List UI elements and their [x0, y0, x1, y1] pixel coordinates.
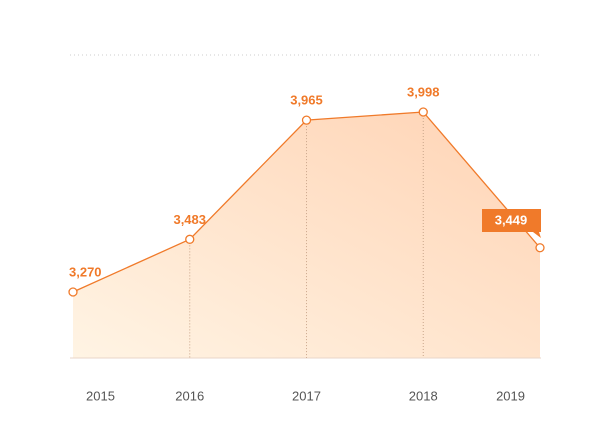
x-tick-label: 2017: [292, 388, 321, 403]
value-tag: [482, 209, 541, 238]
x-tick-label: 2019: [496, 388, 525, 403]
point: [301, 115, 312, 125]
x-tick-label: 2018: [409, 388, 438, 403]
value-label: 3,483: [173, 212, 206, 227]
point: [185, 234, 195, 244]
point: [535, 243, 545, 253]
x-tick-label: 2016: [175, 388, 204, 403]
value-label: 3,998: [407, 84, 440, 99]
value-label: 3,965: [290, 93, 323, 108]
point: [68, 287, 78, 297]
x-tick-label: 2015: [86, 388, 115, 403]
point: [418, 107, 428, 117]
value-label: 3,270: [69, 264, 102, 279]
value-label: 3,449: [495, 212, 528, 227]
